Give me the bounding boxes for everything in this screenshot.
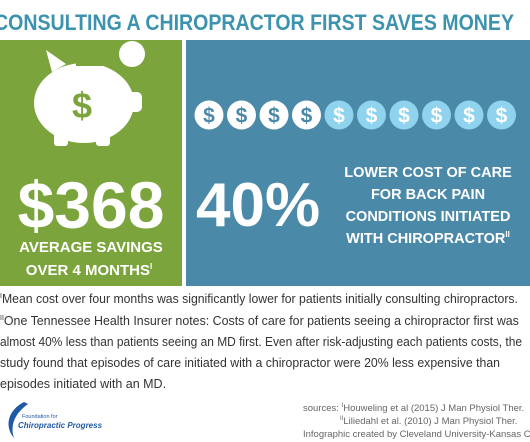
source-text: Houweling et al (2015) J Man Physiol The… (343, 403, 524, 414)
logo-swoosh (8, 402, 29, 438)
coin-symbol: $ (268, 105, 280, 128)
coin (292, 100, 321, 130)
title: CONSULTING A CHIROPRACTOR FIRST SAVES MO… (0, 10, 514, 35)
note-mark: I (150, 262, 152, 271)
footnote-line: study found that episodes of care initia… (0, 356, 500, 370)
footnote-text: Mean cost over four months was significa… (2, 292, 518, 306)
savings-line: OVER 4 MONTHSI (26, 262, 152, 279)
coin-symbol: $ (431, 105, 443, 128)
coin-symbol: $ (496, 105, 508, 128)
coin-symbol: $ (366, 105, 378, 128)
coin (389, 100, 419, 130)
coin-symbol: $ (203, 105, 215, 128)
reduction-line: LOWER COST OF CARE (344, 165, 512, 181)
coin-symbol: $ (463, 105, 475, 128)
reduction-line: FOR BACK PAIN (371, 187, 485, 203)
footnote-line: episodes initiated with an MD. (0, 377, 166, 391)
coin (454, 100, 484, 130)
logo-line: Foundation for (22, 414, 58, 420)
source-line: IILiliedahl et al. (2010) J Man Physiol … (340, 416, 517, 427)
coin (194, 100, 224, 130)
source-line: Infographic created by Cleveland Univers… (303, 429, 530, 440)
footnote-text: One Tennessee Health Insurer notes: Cost… (4, 314, 519, 328)
note-mark: I (342, 403, 344, 409)
note-mark: II (0, 315, 4, 322)
savings-amount: $368 (18, 168, 165, 242)
coin (324, 100, 354, 130)
logo: Foundation for Chiropractic Progress (8, 402, 103, 438)
source-text: Liliedahl et al. (2010) J Man Physiol Th… (343, 416, 517, 427)
source-line: sources: IHouweling et al (2015) J Man P… (303, 403, 524, 414)
coin (259, 100, 289, 130)
coin (227, 100, 256, 130)
coin-row: $ $ $ $ $ $ $ $ $ $ (194, 100, 516, 130)
reduction-line: CONDITIONS INITIATED (346, 209, 511, 225)
logo-line: Chiropractic Progress (18, 421, 103, 430)
reduction-percent: 40% (196, 171, 320, 240)
coin-symbol: $ (236, 105, 248, 128)
savings-line: AVERAGE SAVINGS (19, 239, 163, 256)
coin (422, 100, 451, 130)
savings-line-text: OVER 4 MONTHS (26, 262, 150, 279)
coin-symbol: $ (398, 105, 410, 128)
note-mark: I (0, 293, 2, 300)
reduction-line-text: WITH CHIROPRACTOR (346, 231, 506, 247)
note-mark: II (505, 230, 509, 239)
coin-symbol: $ (333, 105, 345, 128)
coin-symbol: $ (301, 105, 313, 128)
note-mark: II (340, 416, 344, 422)
footnote-line: almost 40% less than patients seeing an … (0, 335, 522, 349)
footnote: IMean cost over four months was signific… (0, 292, 518, 306)
reduction-panel (186, 40, 530, 286)
piggy-dollar: $ (72, 85, 92, 126)
sources-label: sources: (303, 403, 342, 414)
coin (487, 100, 516, 130)
reduction-line: WITH CHIROPRACTORII (346, 230, 510, 247)
piggy-bank-icon: $ (34, 41, 145, 146)
footnote: IIOne Tennessee Health Insurer notes: Co… (0, 314, 519, 328)
coin (357, 100, 386, 130)
